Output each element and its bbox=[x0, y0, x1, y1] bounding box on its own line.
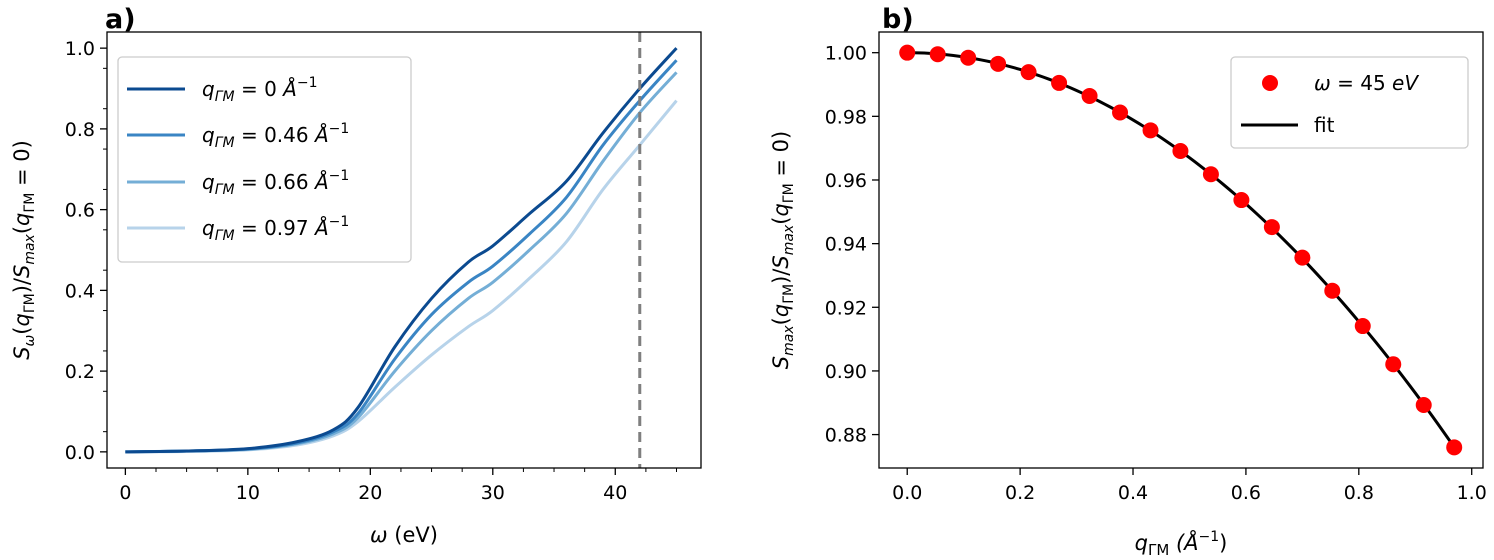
panel-a-x-tick-label: 0 bbox=[119, 482, 131, 504]
legend-label-q066: qΓM = 0.66 Å−1 bbox=[202, 168, 349, 198]
panel-a-y-tick-label: 0.0 bbox=[65, 442, 95, 464]
panel-b-y-axis: 0.88 0.90 0.92 0.94 0.96 0.98 1.00 bbox=[825, 43, 879, 447]
scatter-point bbox=[1051, 74, 1068, 91]
panel-a-x-axis: 0 10 20 30 40 bbox=[119, 468, 678, 504]
legend-label-q0: qΓM = 0 Å−1 bbox=[202, 75, 318, 105]
scatter-point bbox=[1385, 356, 1402, 373]
panel-a-x-axis-label: ω (eV) bbox=[370, 523, 438, 547]
legend-swatch-omega-45 bbox=[1262, 75, 1278, 91]
panel-a-legend-frame bbox=[117, 56, 412, 263]
panel-b-x-tick-label: 1.0 bbox=[1457, 482, 1487, 504]
panel-a-plot-area bbox=[125, 32, 678, 468]
scatter-point bbox=[1263, 219, 1280, 236]
panel-b-x-tick-label: 0.2 bbox=[1005, 482, 1035, 504]
panel-b-y-tick-label: 1.00 bbox=[825, 43, 867, 65]
scatter-point bbox=[1324, 282, 1341, 299]
panel-a-x-tick-label: 20 bbox=[358, 482, 382, 504]
scatter-point bbox=[990, 55, 1007, 72]
panel-a-legend: qΓM = 0 Å−1 qΓM = 0.46 Å−1 qΓM = 0.66 Å−… bbox=[117, 56, 412, 263]
panel-b-y-axis-label: Smax(qΓM)/Smax(qΓM = 0) bbox=[769, 131, 797, 369]
panel-b-label: b) bbox=[882, 4, 914, 35]
panel-b-y-tick-label: 0.96 bbox=[825, 170, 867, 192]
panel-b-axes-frame bbox=[878, 31, 1484, 469]
legend-label-q046: qΓM = 0.46 Å−1 bbox=[202, 121, 349, 151]
panel-a-axes-frame bbox=[106, 31, 702, 469]
scatter-point bbox=[1446, 439, 1463, 456]
panel-b: b) 0.0 0.2 0.4 0.6 0.8 1.0 0.880.900.920.940.… bbox=[769, 4, 1487, 559]
panel-b-legend: ω = 45 eV fit bbox=[1230, 56, 1469, 149]
scatter-point bbox=[1294, 249, 1311, 266]
panel-b-x-tick-label: 0.8 bbox=[1344, 482, 1374, 504]
panel-a-x-tick-label: 10 bbox=[236, 482, 260, 504]
legend-label-fit: fit bbox=[1314, 113, 1335, 137]
panel-b-x-axis-label: qΓM (Å−1) bbox=[1135, 529, 1228, 559]
scatter-point bbox=[1233, 192, 1250, 209]
panel-a-x-tick-label: 40 bbox=[603, 482, 627, 504]
panel-b-x-tick-label: 0.6 bbox=[1231, 482, 1261, 504]
panel-a-label: a) bbox=[105, 4, 136, 35]
panel-a-y-axis-label: Sω(qΓM)/Smax(qΓM = 0) bbox=[10, 140, 38, 360]
panel-a-y-axis: 0.0 0.2 0.4 0.6 0.8 1.0 bbox=[65, 38, 107, 464]
panel-a-y-tick-label: 0.6 bbox=[65, 200, 95, 222]
panel-a-y-tick-label: 0.8 bbox=[65, 119, 95, 141]
panel-b-x-tick-label: 0.0 bbox=[892, 482, 922, 504]
scatter-point bbox=[1020, 64, 1037, 81]
panel-b-y-tick-label: 0.90 bbox=[825, 361, 867, 383]
panel-a-y-tick-label: 1.0 bbox=[65, 38, 95, 60]
series-line-0 bbox=[125, 47, 678, 454]
scatter-point bbox=[899, 44, 916, 61]
scatter-point bbox=[1202, 166, 1219, 183]
panel-a-y-tick-label: 0.2 bbox=[65, 361, 95, 383]
panel-b-y-tick-label: 0.94 bbox=[825, 234, 867, 256]
panel-b-y-tick-label: 0.98 bbox=[825, 106, 867, 128]
scatter-point bbox=[1172, 143, 1189, 160]
scatter-point bbox=[1081, 87, 1098, 104]
scatter-point bbox=[929, 46, 946, 63]
panel-b-plot-area bbox=[899, 44, 1463, 456]
scatter-point bbox=[1415, 396, 1432, 413]
panel-b-x-tick-label: 0.4 bbox=[1118, 482, 1148, 504]
panel-a: a) 0 10 20 30 40 0.0 0.2 0.4 0.6 0.8 1.0 ω (eV) S… bbox=[10, 4, 702, 547]
scatter-point bbox=[1142, 122, 1159, 139]
panel-a-y-tick-label: 0.4 bbox=[65, 280, 95, 302]
panel-b-y-tick-label: 0.92 bbox=[825, 297, 867, 319]
panel-b-x-axis: 0.0 0.2 0.4 0.6 0.8 1.0 bbox=[892, 468, 1487, 504]
scatter-point bbox=[1112, 104, 1129, 121]
panel-a-x-tick-label: 30 bbox=[481, 482, 505, 504]
legend-label-omega-45: ω = 45 eV bbox=[1314, 71, 1419, 95]
scatter-point bbox=[960, 49, 977, 66]
legend-label-q097: qΓM = 0.97 Å−1 bbox=[202, 214, 349, 244]
scatter-point bbox=[1354, 318, 1371, 335]
panel-b-y-tick-label: 0.88 bbox=[825, 425, 867, 447]
